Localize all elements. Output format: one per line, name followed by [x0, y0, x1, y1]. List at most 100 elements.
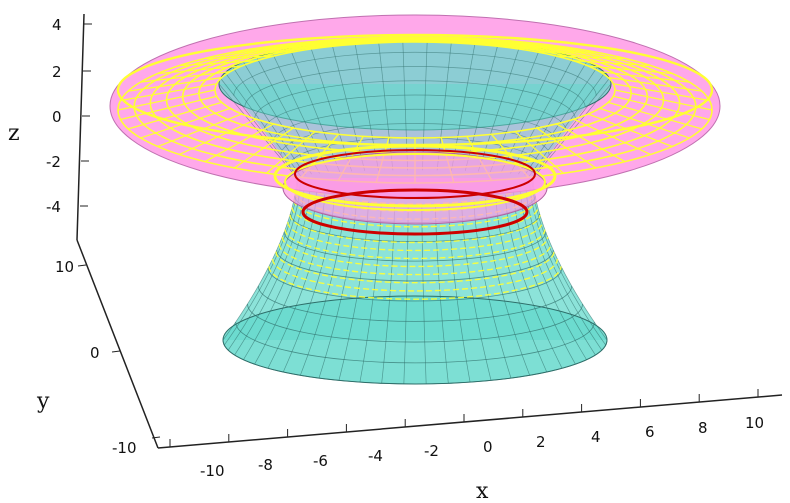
x-tick-label: -4 [368, 447, 383, 465]
sheet-wire-spoke [599, 70, 690, 83]
sheet-wire-spoke [120, 95, 217, 121]
x-tick-label: 2 [536, 433, 546, 451]
throat-wire-ring [293, 200, 537, 228]
inner-well-meridian [232, 66, 306, 176]
y-tick-label: 10 [55, 258, 74, 276]
sheet-wire-spoke [140, 107, 231, 139]
sheet-wire-spoke [587, 113, 673, 148]
throat-wire-ring [271, 258, 559, 292]
inner-well-ring [244, 66, 586, 108]
throat-red-ring [301, 188, 529, 236]
sheet-wire-spoke [466, 38, 492, 45]
y-tick-label: 0 [90, 344, 100, 362]
outer-rim-wire [116, 33, 714, 147]
z-axis-line [76, 13, 85, 241]
sheet-wire-spoke [613, 95, 710, 121]
sheet-wire-spoke [266, 46, 316, 50]
sheet-wire-spoke [179, 60, 257, 67]
throat-wire-ring [278, 244, 552, 276]
lower-grid-ring [247, 303, 583, 343]
sheet-wire-spoke [573, 60, 651, 67]
throat-wire-ring [284, 229, 546, 260]
x-tick-label: -2 [424, 442, 439, 460]
sheet-wire-spoke [157, 65, 242, 75]
lower-grid-ring [276, 249, 554, 282]
x-tick-labels: -10 -8 -6 -4 -2 0 2 4 6 8 10 [200, 414, 764, 480]
lower-grid-meridian [505, 194, 563, 369]
inner-well-meridian [377, 38, 394, 171]
sheet-wire-spoke [127, 101, 222, 130]
lower-grid-meridian [495, 196, 548, 373]
x-tick-label: -8 [258, 456, 273, 474]
lower-grid-ring [267, 267, 563, 302]
x-tick-label: 6 [645, 423, 655, 441]
sheet-wire-spoke [157, 113, 243, 148]
y-tick-label: -10 [112, 439, 137, 457]
lower-grid-ring [289, 213, 541, 243]
throat-wire-ring [287, 222, 543, 252]
x-tick-label: -6 [313, 452, 328, 470]
inner-well-meridian [402, 38, 408, 171]
x-tick-label: 4 [591, 428, 601, 446]
tick-marks [77, 23, 759, 447]
throat-yellow-ring [284, 153, 546, 211]
inner-well-meridian [510, 56, 574, 174]
sheet-wire-spoke [588, 65, 673, 75]
sheet-wire-spoke [440, 37, 454, 44]
z-tick-label: 2 [52, 63, 62, 81]
throat-wire-ring [275, 251, 555, 284]
sheet-wire-spoke [556, 55, 626, 60]
throat-wire-ring [268, 266, 562, 300]
inner-well-ring [263, 94, 567, 132]
lower-grid-ring [257, 285, 573, 322]
z-axis-label: z [8, 121, 20, 146]
lower-grid-meridian [222, 177, 298, 341]
sheet-wire-spoke [338, 38, 364, 45]
lower-grid-meridian [525, 186, 596, 356]
z-tick-label: -2 [46, 153, 61, 171]
axis-frame [76, 13, 783, 449]
inner-well-meridian [436, 38, 453, 171]
lower-grid-meridian [473, 200, 512, 379]
sheet-wire-spoke [128, 76, 222, 92]
sheet-wire-spoke [613, 83, 710, 102]
z-tick-label: 0 [52, 108, 62, 126]
sheet-wire-spoke [608, 101, 703, 130]
sheet-wire-spoke [120, 83, 217, 102]
sheet-wire-spoke [514, 131, 564, 174]
x-axis-line [157, 394, 783, 449]
lower-grid-ring [283, 231, 547, 262]
inner-well-meridian [422, 38, 428, 171]
sheet-wire-spoke [536, 127, 597, 169]
lower-grid-meridian [227, 183, 301, 351]
sheet-wire-spoke [514, 46, 564, 50]
inner-well-meridian [529, 72, 606, 177]
y-axis-label: y [36, 389, 50, 414]
inner-well-meridian [524, 66, 598, 176]
x-axis-label: x [476, 479, 489, 503]
lower-grid-meridian [403, 203, 409, 384]
y-tick-mark [77, 264, 87, 267]
sheet-wire-spoke [556, 123, 626, 163]
throat-wire-ring [289, 214, 541, 244]
x-tick-label: -10 [200, 462, 225, 480]
inner-well-meridian [532, 83, 612, 179]
x-tick-label: 8 [698, 419, 708, 437]
lower-grid-meridian [318, 200, 357, 379]
sheet-wire-spoke [376, 37, 390, 44]
inner-well-meridian [256, 56, 320, 174]
sheet-wire-spoke [491, 41, 529, 47]
y-tick-mark [111, 350, 121, 353]
sheet-wire-spoke [599, 107, 690, 139]
sheet-wire-spoke [266, 131, 316, 174]
y-axis-line [76, 239, 159, 449]
sheet-wire-spoke [179, 118, 257, 156]
sheet-wire-spoke [204, 123, 274, 163]
sheet-wire-spoke [301, 41, 339, 47]
y-tick-labels: 10 0 -10 [55, 258, 137, 457]
throat-red-ring [294, 149, 536, 199]
lower-grid-ring [235, 321, 595, 364]
inner-well-meridian [518, 61, 588, 175]
lower-grid-meridian [282, 196, 335, 373]
